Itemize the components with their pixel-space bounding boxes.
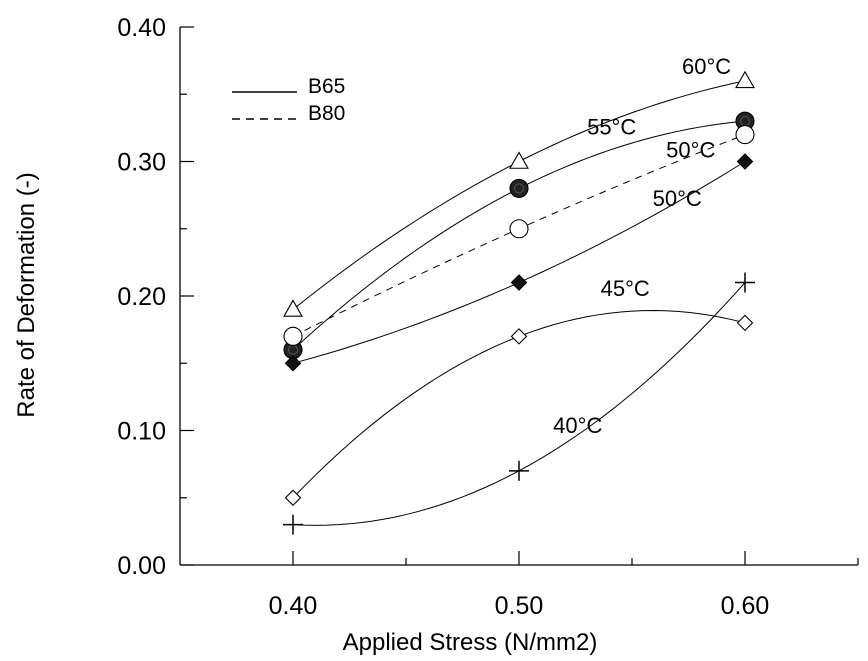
series-label-1: 55°C bbox=[587, 115, 636, 140]
legend-label-b65: B65 bbox=[308, 75, 345, 98]
filled-circle-marker-ring bbox=[514, 183, 524, 194]
open-diamond-marker bbox=[736, 314, 754, 332]
open-circle-marker bbox=[735, 125, 755, 145]
filled-circle-marker bbox=[509, 178, 529, 198]
open-circle-marker bbox=[509, 219, 529, 239]
open-diamond-marker bbox=[284, 489, 302, 507]
series-markers bbox=[283, 70, 755, 535]
series-annotations: 60°C 55°C 50°C 50°C 45°C 40°C bbox=[553, 54, 731, 438]
open-diamond-marker bbox=[510, 328, 528, 345]
axes: 0.00 0.10 0.20 0.30 0.40 0.40 0.50 0.60 bbox=[117, 14, 859, 620]
x-tick-label: 0.40 bbox=[269, 592, 318, 620]
filled-diamond-marker bbox=[284, 354, 302, 372]
series-line-5 bbox=[292, 282, 746, 526]
x-tick-label: 0.60 bbox=[721, 592, 770, 620]
plus-marker bbox=[509, 460, 529, 481]
plus-marker bbox=[283, 514, 303, 535]
triangle-marker bbox=[735, 70, 755, 89]
open-circle-marker bbox=[283, 326, 303, 346]
y-tick-label: 0.00 bbox=[117, 552, 166, 580]
filled-diamond-marker bbox=[510, 274, 528, 291]
series-label-5: 40°C bbox=[553, 413, 602, 438]
series-label-4: 45°C bbox=[601, 276, 650, 301]
series-label-3: 50°C bbox=[653, 186, 702, 211]
y-tick-label: 0.20 bbox=[117, 283, 166, 311]
series-label-0: 60°C bbox=[682, 54, 731, 79]
y-tick-label: 0.30 bbox=[117, 149, 166, 177]
legend-label-b80: B80 bbox=[308, 102, 345, 125]
filled-diamond-marker bbox=[736, 153, 754, 170]
y-tick-label: 0.10 bbox=[117, 418, 166, 446]
plus-marker bbox=[735, 272, 755, 293]
y-axis-title: Rate of Deformation (-) bbox=[13, 172, 40, 417]
y-tick-label: 0.40 bbox=[117, 14, 166, 42]
x-tick-label: 0.50 bbox=[495, 592, 544, 620]
series-label-2: 50°C bbox=[666, 137, 715, 162]
triangle-marker bbox=[509, 151, 529, 169]
triangle-marker bbox=[283, 299, 303, 317]
x-axis-title: Applied Stress (N/mm2) bbox=[343, 629, 598, 656]
